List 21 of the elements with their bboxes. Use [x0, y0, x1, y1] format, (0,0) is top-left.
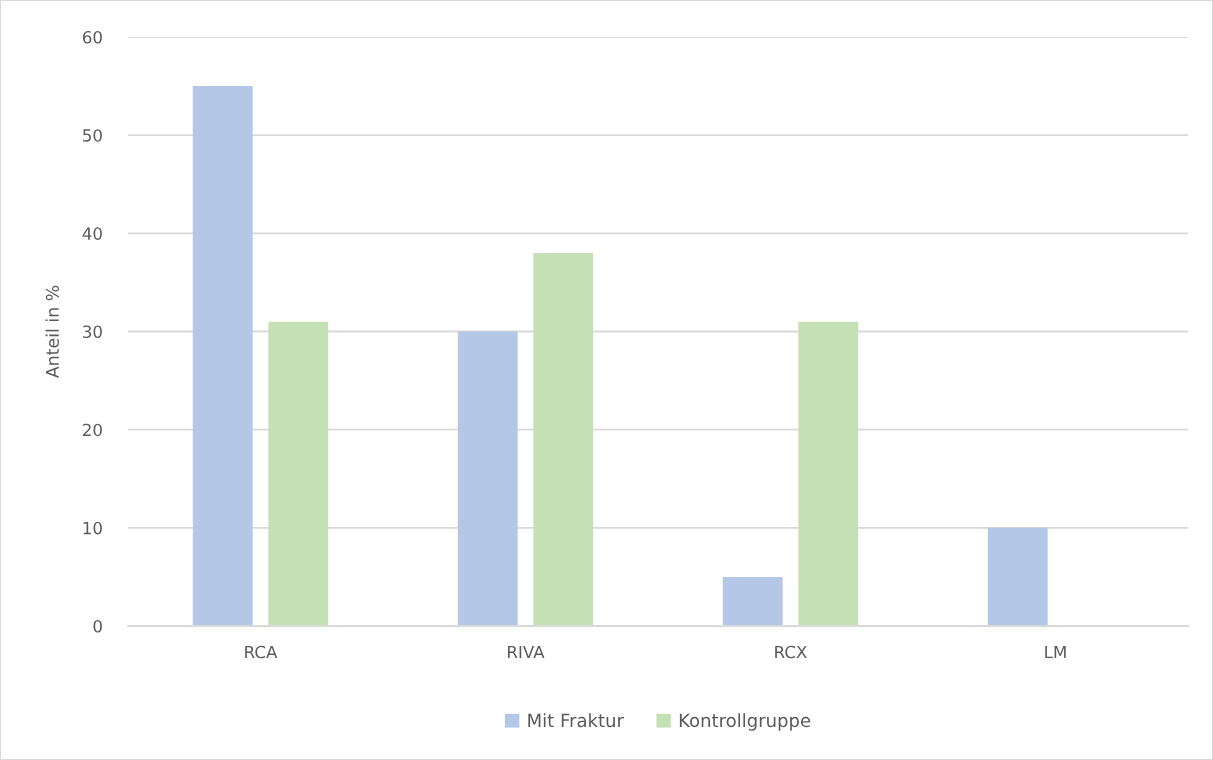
bar: [457, 331, 518, 626]
y-tick-label: 20: [83, 423, 102, 437]
y-tick-label: 60: [82, 30, 102, 44]
bar: [268, 321, 329, 626]
legend-label: Kontrollgruppe: [679, 713, 811, 731]
y-tick-label: 10: [83, 521, 102, 535]
y-axis-title: Anteil in %: [45, 285, 59, 379]
bar: [987, 527, 1048, 626]
bar: [722, 576, 783, 626]
x-tick-label: RIVA: [508, 645, 545, 659]
y-tick-label: 30: [83, 325, 102, 339]
y-tick-label: 40: [82, 227, 102, 240]
legend-label: Mit Fraktur: [528, 713, 624, 728]
bar: [798, 321, 859, 626]
y-tick-label: 50: [83, 129, 102, 142]
y-tick-label: 0: [93, 619, 102, 633]
x-tick-label: RCX: [775, 645, 807, 659]
x-tick-label: LM: [1045, 645, 1066, 659]
bar: [192, 86, 253, 626]
x-tick-label: RCA: [245, 645, 278, 659]
bar: [533, 252, 594, 626]
